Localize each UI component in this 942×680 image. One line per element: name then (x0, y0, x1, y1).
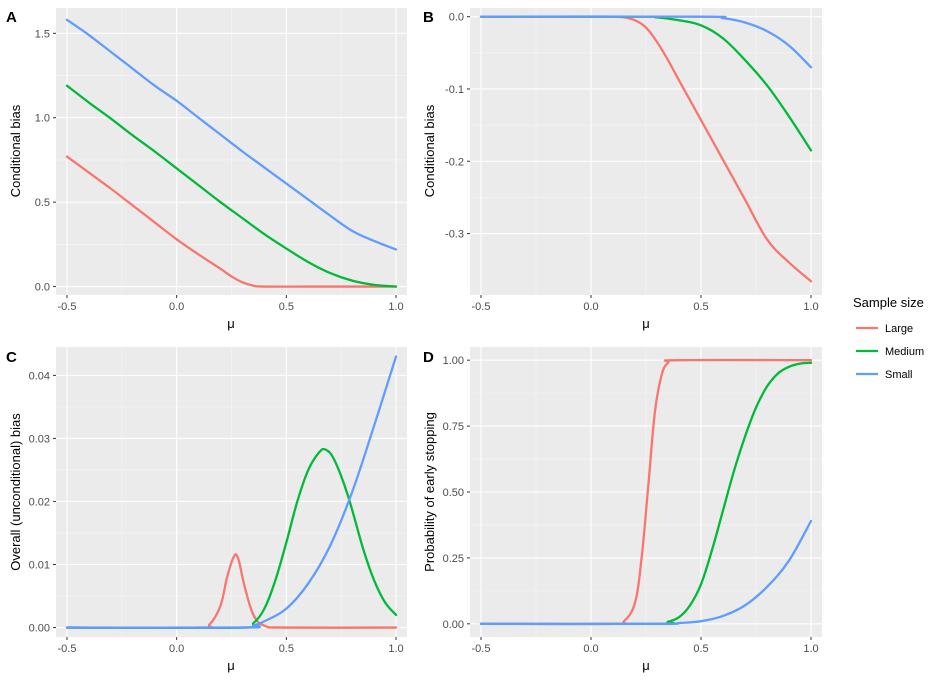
panel-b-ticks: -0.5 0.0 0.5 1.0 0.0 -0.1 -0.2 -0.3 (445, 12, 819, 313)
panel-a-tag: A (6, 9, 17, 26)
panel-c-series (65, 355, 398, 630)
panel-c-x-tick-label: 0.0 (169, 643, 184, 655)
panel-b-series-small (479, 15, 813, 69)
panel-a-y-tick-label: 1.0 (35, 113, 50, 125)
legend-label-large: Large (885, 323, 913, 335)
panel-c-x-tick-label: -0.5 (57, 643, 76, 655)
panel-d-x-axis-title: μ (642, 658, 650, 673)
panel-c-series-small (65, 355, 398, 629)
panel-c-y-tick-label: 0.02 (29, 496, 50, 508)
panel-d-series-medium (479, 361, 813, 626)
panel-d-series (479, 358, 813, 626)
panel-a-x-tick-label: -0.5 (57, 301, 76, 313)
panel-d-y-tick-label: 1.00 (443, 355, 464, 367)
panel-b-y-tick-label: -0.2 (445, 156, 464, 168)
panel-a-x-tick-label: 1.0 (388, 301, 403, 313)
panel-a-y-axis-title: Conditional bias (8, 104, 23, 197)
panel-b-series (479, 15, 813, 283)
panel-a-x-tick-label: 0.0 (169, 301, 184, 313)
panel-a-series-large (65, 155, 398, 288)
panel-d-x-tick-label: 1.0 (803, 643, 818, 655)
panel-a: -0.5 0.0 0.5 1.0 0.0 0.5 1.0 1.5 A μ Conditiona… (6, 8, 407, 331)
legend: Sample size Large Medium Small (853, 295, 924, 381)
panel-d: -0.5 0.0 0.5 1.0 0.00 0.25 0.50 0.75 1.00 D μ Pr… (422, 347, 822, 673)
panel-b-y-tick-label: 0.0 (449, 12, 464, 24)
panel-a-x-axis-title: μ (227, 316, 235, 331)
panel-a-series-small (65, 18, 398, 251)
panel-a-ticks: -0.5 0.0 0.5 1.0 0.0 0.5 1.0 1.5 (35, 28, 404, 313)
panel-b-x-axis-title: μ (642, 316, 650, 331)
panel-d-series-small (479, 519, 813, 626)
panel-b-tag: B (423, 9, 434, 26)
panel-c-y-tick-label: 0.04 (29, 370, 50, 382)
panel-b-y-tick-label: -0.3 (445, 229, 464, 241)
panel-d-y-axis-title: Probability of early stopping (422, 412, 437, 572)
legend-label-medium: Medium (885, 346, 924, 358)
panel-d-y-tick-label: 0.75 (443, 421, 464, 433)
panel-b-y-axis-title: Conditional bias (422, 104, 437, 197)
panel-c-y-tick-label: 0.01 (29, 560, 50, 572)
panel-c: -0.5 0.0 0.5 1.0 0.00 0.01 0.02 0.03 0.04 C μ Ov… (6, 347, 407, 673)
legend-item-large: Large (856, 323, 913, 335)
panel-c-series-medium (65, 447, 398, 630)
panel-c-x-axis-title: μ (227, 658, 235, 673)
panel-a-y-tick-label: 0.5 (35, 197, 50, 209)
legend-title: Sample size (853, 295, 924, 310)
panel-d-x-tick-label: 0.0 (583, 643, 598, 655)
panel-c-ticks: -0.5 0.0 0.5 1.0 0.00 0.01 0.02 0.03 0.04 (29, 370, 404, 655)
legend-label-small: Small (885, 369, 913, 381)
panel-c-x-tick-label: 1.0 (388, 643, 403, 655)
panel-a-series (65, 18, 398, 288)
panel-b-x-tick-label: 0.0 (583, 301, 598, 313)
panel-d-tag: D (423, 349, 434, 366)
panel-c-y-axis-title: Overall (unconditional) bias (8, 413, 23, 571)
legend-item-medium: Medium (856, 346, 924, 358)
panel-b-y-tick-label: -0.1 (445, 84, 464, 96)
panel-c-x-tick-label: 0.5 (279, 643, 294, 655)
panel-c-y-tick-label: 0.00 (29, 623, 50, 635)
panel-d-ticks: -0.5 0.0 0.5 1.0 0.00 0.25 0.50 0.75 1.00 (443, 355, 819, 655)
panel-c-tag: C (6, 349, 17, 366)
panel-d-y-tick-label: 0.25 (443, 553, 464, 565)
panel-a-x-tick-label: 0.5 (279, 301, 294, 313)
panel-b-x-tick-label: -0.5 (472, 301, 491, 313)
panel-c-y-tick-label: 0.03 (29, 433, 50, 445)
panel-d-y-tick-label: 0.50 (443, 487, 464, 499)
panel-b: -0.5 0.0 0.5 1.0 0.0 -0.1 -0.2 -0.3 B μ Conditi… (422, 8, 822, 331)
panel-d-x-tick-label: -0.5 (472, 643, 491, 655)
panel-a-y-tick-label: 1.5 (35, 28, 50, 40)
legend-item-small: Small (856, 369, 913, 381)
panel-b-x-tick-label: 0.5 (693, 301, 708, 313)
panel-b-x-tick-label: 1.0 (803, 301, 818, 313)
panel-a-y-tick-label: 0.0 (35, 282, 50, 294)
panel-d-y-tick-label: 0.00 (443, 619, 464, 631)
panel-a-series-medium (65, 84, 398, 288)
panel-d-x-tick-label: 0.5 (693, 643, 708, 655)
